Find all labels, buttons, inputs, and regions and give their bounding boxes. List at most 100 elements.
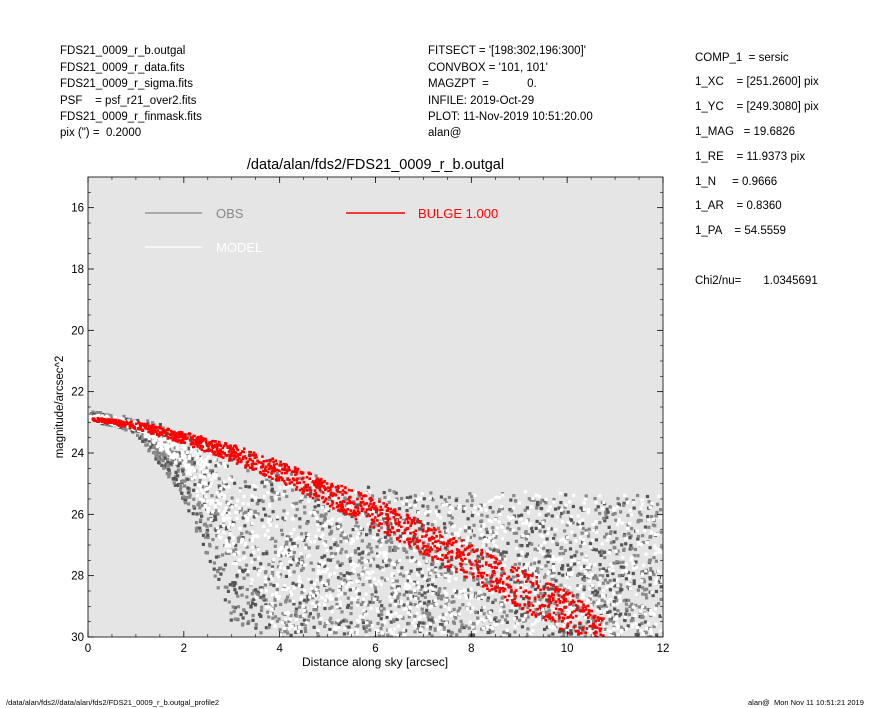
bulge-point	[547, 598, 551, 602]
obs-point	[615, 591, 619, 595]
model-point	[520, 568, 524, 572]
obs-point	[591, 593, 595, 597]
bulge-point	[443, 556, 447, 559]
model-point	[437, 574, 441, 578]
obs-point	[540, 507, 544, 511]
bulge-point	[599, 627, 603, 631]
model-point	[539, 544, 543, 548]
bulge-point	[148, 430, 152, 434]
bulge-point	[308, 477, 311, 480]
obs-point	[594, 574, 598, 579]
bulge-point	[170, 432, 173, 436]
bulge-point	[357, 511, 361, 514]
obs-point	[594, 593, 598, 597]
model-point	[569, 593, 573, 597]
obs-point	[167, 453, 171, 457]
obs-point	[212, 561, 216, 565]
obs-point	[463, 543, 467, 547]
model-point	[267, 504, 271, 509]
obs-point	[390, 540, 394, 544]
obs-point	[339, 551, 343, 555]
model-point	[465, 542, 469, 546]
obs-point	[613, 512, 617, 516]
model-point	[316, 565, 320, 569]
bulge-point	[220, 452, 223, 456]
obs-point	[317, 503, 321, 508]
model-point	[329, 631, 333, 635]
model-point	[228, 520, 232, 524]
model-point	[500, 524, 504, 528]
model-point	[170, 455, 174, 459]
obs-point	[467, 526, 471, 530]
obs-point	[522, 563, 526, 567]
obs-point	[294, 607, 299, 611]
model-point	[585, 573, 589, 577]
model-point	[607, 614, 611, 618]
model-point	[202, 442, 207, 446]
obs-point	[387, 521, 391, 525]
obs-point	[511, 575, 515, 579]
model-point	[237, 569, 241, 573]
model-point	[486, 625, 490, 629]
obs-point	[611, 512, 615, 516]
model-point	[588, 562, 592, 567]
obs-point	[166, 457, 170, 461]
obs-point	[491, 526, 495, 530]
obs-point	[383, 521, 387, 525]
bulge-point	[317, 478, 321, 482]
obs-point	[499, 552, 503, 556]
model-point	[444, 574, 448, 578]
obs-point	[160, 463, 164, 467]
bulge-point	[578, 599, 581, 603]
obs-point	[530, 542, 534, 546]
model-point	[257, 556, 261, 560]
obs-point	[382, 491, 386, 495]
obs-point	[492, 548, 496, 552]
model-point	[204, 458, 208, 462]
model-point	[305, 621, 309, 625]
obs-point	[598, 574, 602, 578]
obs-point	[209, 523, 213, 528]
obs-point	[176, 468, 180, 472]
model-point	[349, 541, 353, 545]
bulge-point	[331, 501, 335, 504]
model-point	[324, 509, 328, 513]
model-point	[546, 531, 550, 535]
obs-point	[566, 510, 570, 514]
model-point	[252, 484, 256, 488]
bulge-point	[226, 446, 230, 449]
obs-point	[251, 618, 255, 622]
obs-point	[246, 469, 250, 473]
obs-point	[311, 568, 315, 572]
model-point	[361, 615, 365, 619]
obs-point	[289, 633, 293, 637]
obs-point	[395, 617, 399, 622]
bulge-point	[405, 518, 408, 521]
obs-point	[289, 538, 293, 542]
obs-point	[270, 489, 274, 493]
bulge-point	[242, 450, 245, 454]
obs-point	[330, 621, 334, 625]
bulge-point	[372, 521, 376, 524]
model-point	[533, 557, 537, 561]
obs-point	[308, 612, 312, 616]
obs-point	[563, 549, 567, 553]
model-point	[503, 557, 507, 561]
bulge-point	[426, 545, 429, 548]
obs-point	[350, 514, 354, 519]
bulge-point	[424, 535, 427, 538]
obs-point	[397, 585, 401, 589]
obs-point	[247, 485, 251, 489]
obs-point	[517, 514, 521, 518]
model-point	[206, 507, 210, 511]
obs-point	[612, 631, 616, 635]
bulge-point	[448, 539, 451, 542]
model-point	[646, 518, 650, 522]
obs-point	[512, 531, 516, 535]
model-point	[411, 621, 415, 625]
model-point	[375, 537, 379, 541]
model-point	[213, 505, 217, 509]
obs-point	[612, 578, 616, 582]
bulge-point	[524, 589, 527, 592]
model-point	[552, 500, 556, 504]
